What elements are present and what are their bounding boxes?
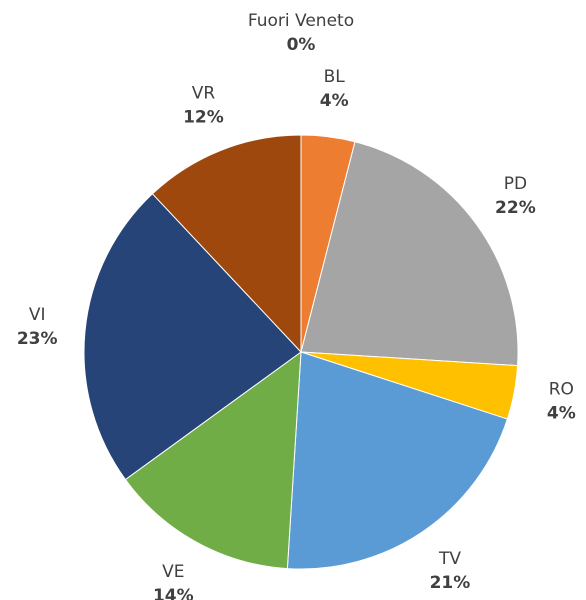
- pie-slice: [286, 351, 509, 570]
- slice-value-label: 0%: [287, 35, 316, 55]
- slice-label: Fuori Veneto: [248, 11, 354, 31]
- slice-value-label: 21%: [430, 573, 471, 593]
- slice-label: VE: [162, 562, 184, 582]
- slice-value-label: 4%: [547, 404, 576, 424]
- slice-label: VI: [29, 305, 46, 325]
- pie-slice: [151, 134, 302, 354]
- pie-slice: [300, 141, 519, 367]
- slice-label: RO: [549, 380, 574, 400]
- slice-value-label: 4%: [320, 91, 349, 111]
- slice-value-label: 12%: [183, 108, 224, 128]
- slice-label: BL: [324, 67, 346, 87]
- slice-value-label: 22%: [495, 198, 536, 218]
- slice-label: TV: [438, 549, 461, 569]
- slice-value-label: 14%: [153, 586, 194, 600]
- slice-value-label: 23%: [17, 329, 58, 349]
- slice-label: PD: [504, 174, 527, 194]
- pie-slice: [124, 350, 302, 570]
- pie-slice: [83, 193, 302, 481]
- slice-label: VR: [192, 84, 216, 104]
